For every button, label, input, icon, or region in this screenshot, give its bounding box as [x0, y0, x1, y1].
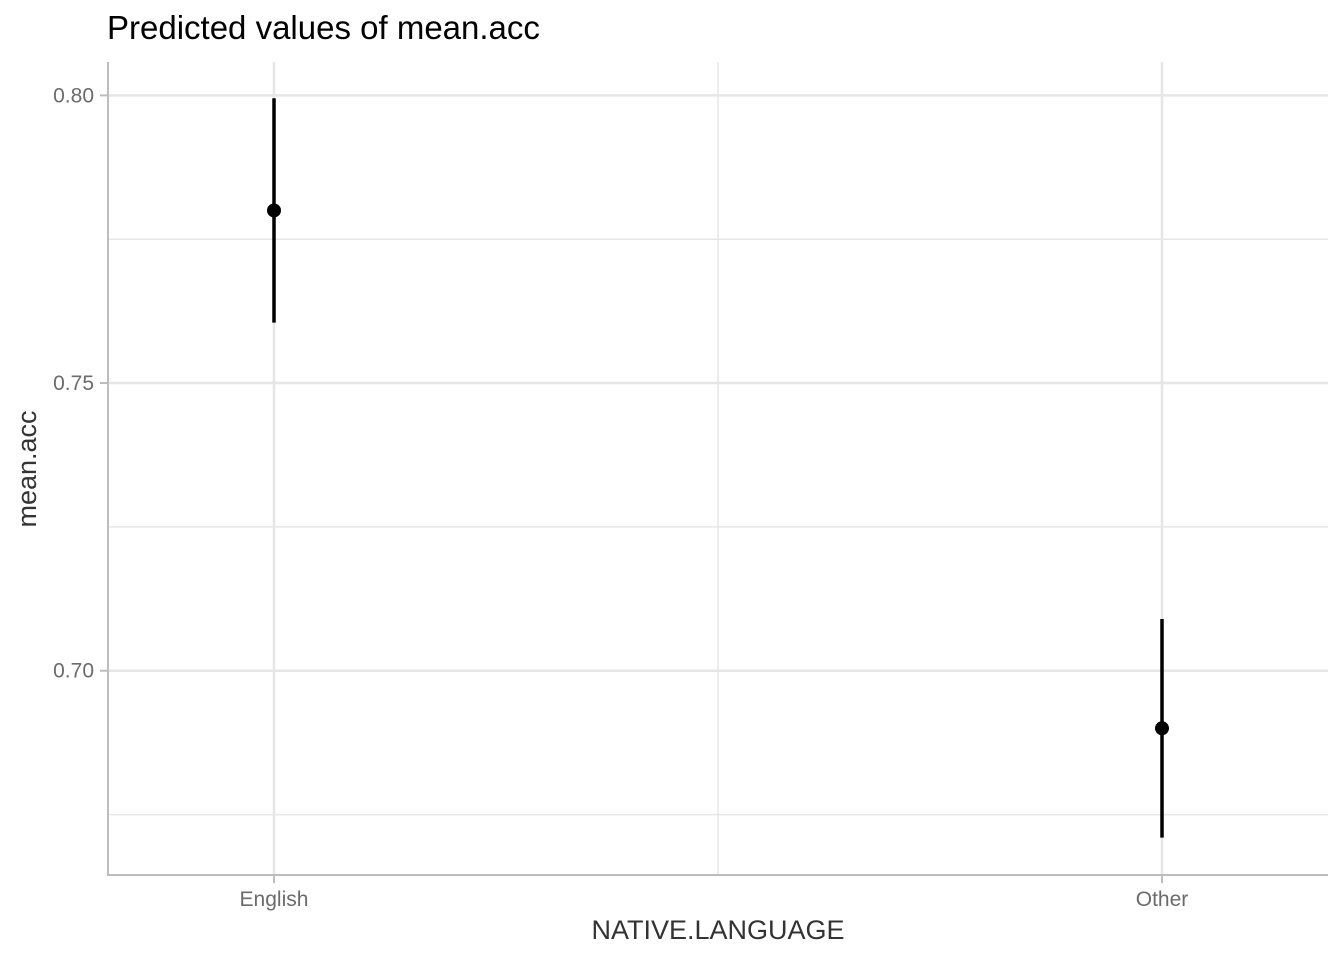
x-tick-label: Other [1136, 888, 1189, 911]
minor-gridlines [108, 62, 1328, 875]
data-point [267, 203, 281, 218]
data-marks [267, 98, 1169, 838]
y-tick-label: 0.80 [53, 84, 94, 107]
tick-labels: 0.80 0.75 0.70 English Other [53, 84, 1188, 911]
x-axis-title: NATIVE.LANGUAGE [591, 915, 844, 945]
axes [100, 62, 1328, 883]
y-axis-title: mean.acc [12, 410, 42, 527]
x-tick-label: English [240, 888, 309, 911]
data-point [1155, 721, 1169, 736]
y-tick-label: 0.75 [53, 372, 94, 395]
y-tick-label: 0.70 [53, 660, 94, 683]
chart-title: Predicted values of mean.acc [107, 9, 540, 46]
